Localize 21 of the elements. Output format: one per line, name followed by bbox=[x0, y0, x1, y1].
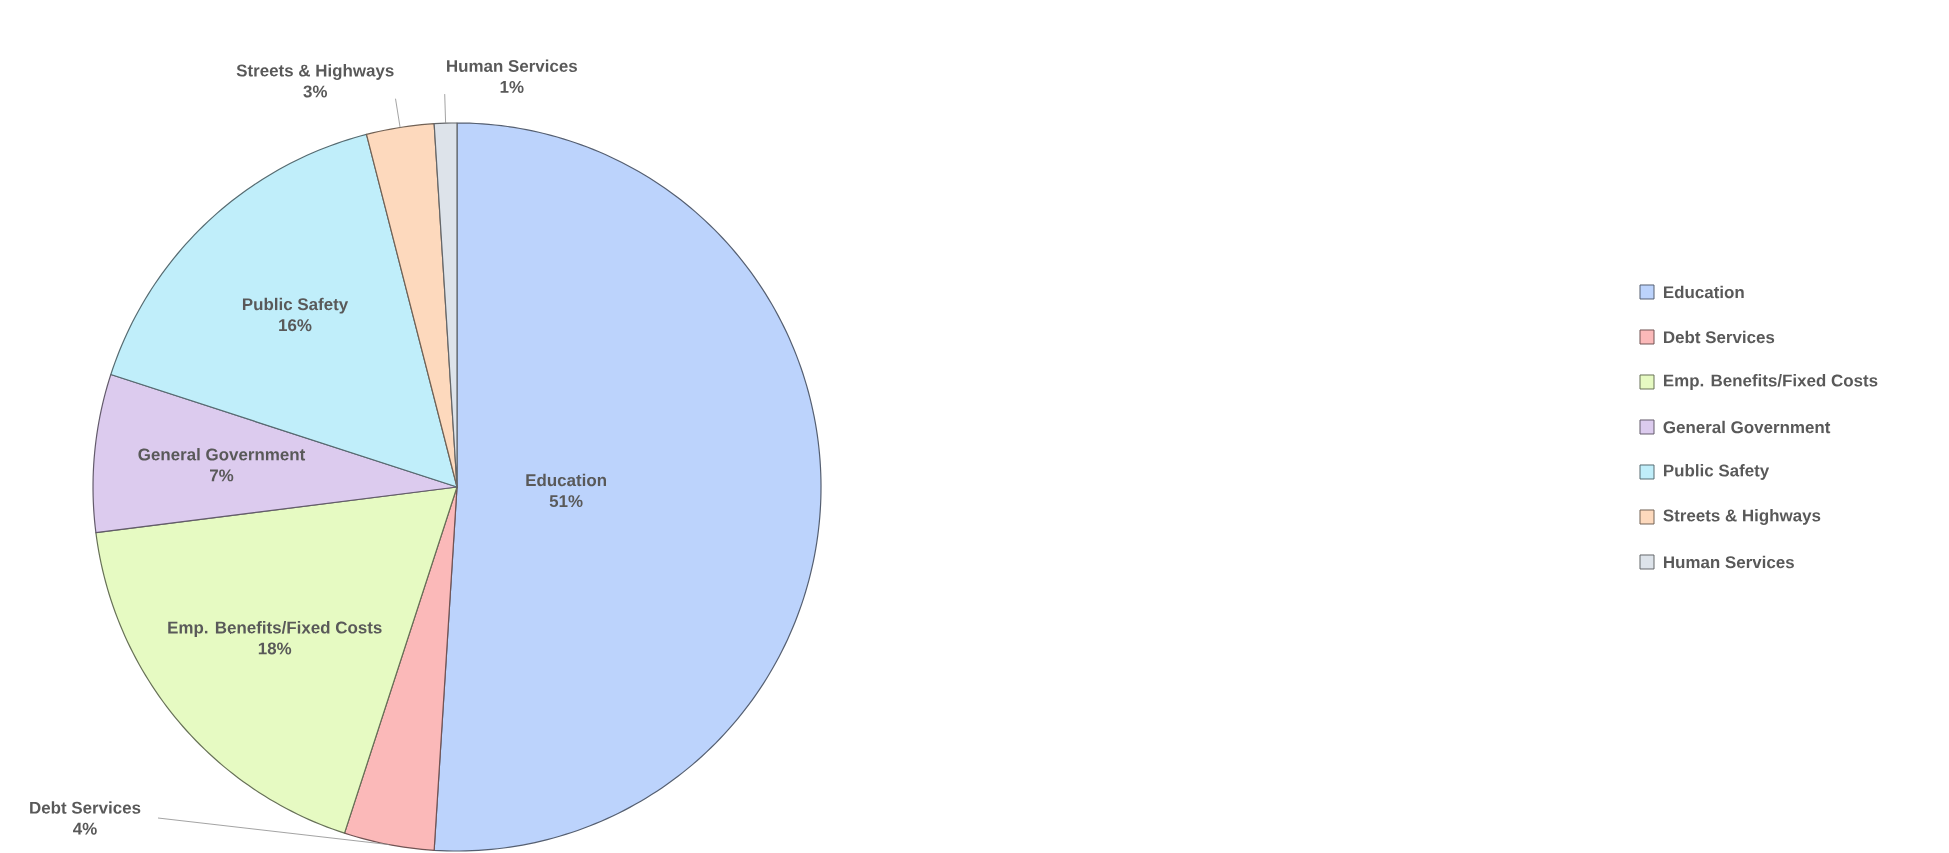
legend-label: Human Services bbox=[1664, 555, 1794, 569]
data-label: 1% bbox=[500, 80, 524, 93]
legend-label: Education bbox=[1664, 285, 1744, 299]
slice-label: Human Services bbox=[447, 59, 577, 73]
legend-label: Debt Services bbox=[1664, 330, 1775, 344]
slice-label: Streets & Highways bbox=[236, 64, 394, 80]
slice-label: Public Safety bbox=[242, 297, 349, 314]
slice-label: Debt Services bbox=[30, 801, 141, 814]
legend-label: Emp. Benefits/Fixed Costs bbox=[1664, 374, 1878, 390]
slice-label: Education bbox=[526, 473, 606, 487]
data-label: 3% bbox=[303, 85, 328, 98]
legend-label: Streets & Highways bbox=[1663, 509, 1821, 525]
data-label: 18% bbox=[258, 642, 292, 655]
data-label: 16% bbox=[279, 319, 312, 332]
legend-label: Public Safety bbox=[1664, 464, 1770, 480]
legend-label: General Government bbox=[1663, 420, 1831, 434]
slice-label: General Government bbox=[138, 448, 306, 461]
slice-label: Emp. Benefits/Fixed Costs bbox=[168, 621, 382, 637]
data-label: 7% bbox=[210, 469, 234, 482]
data-label: 51% bbox=[549, 495, 583, 508]
data-label: 4% bbox=[73, 822, 97, 835]
